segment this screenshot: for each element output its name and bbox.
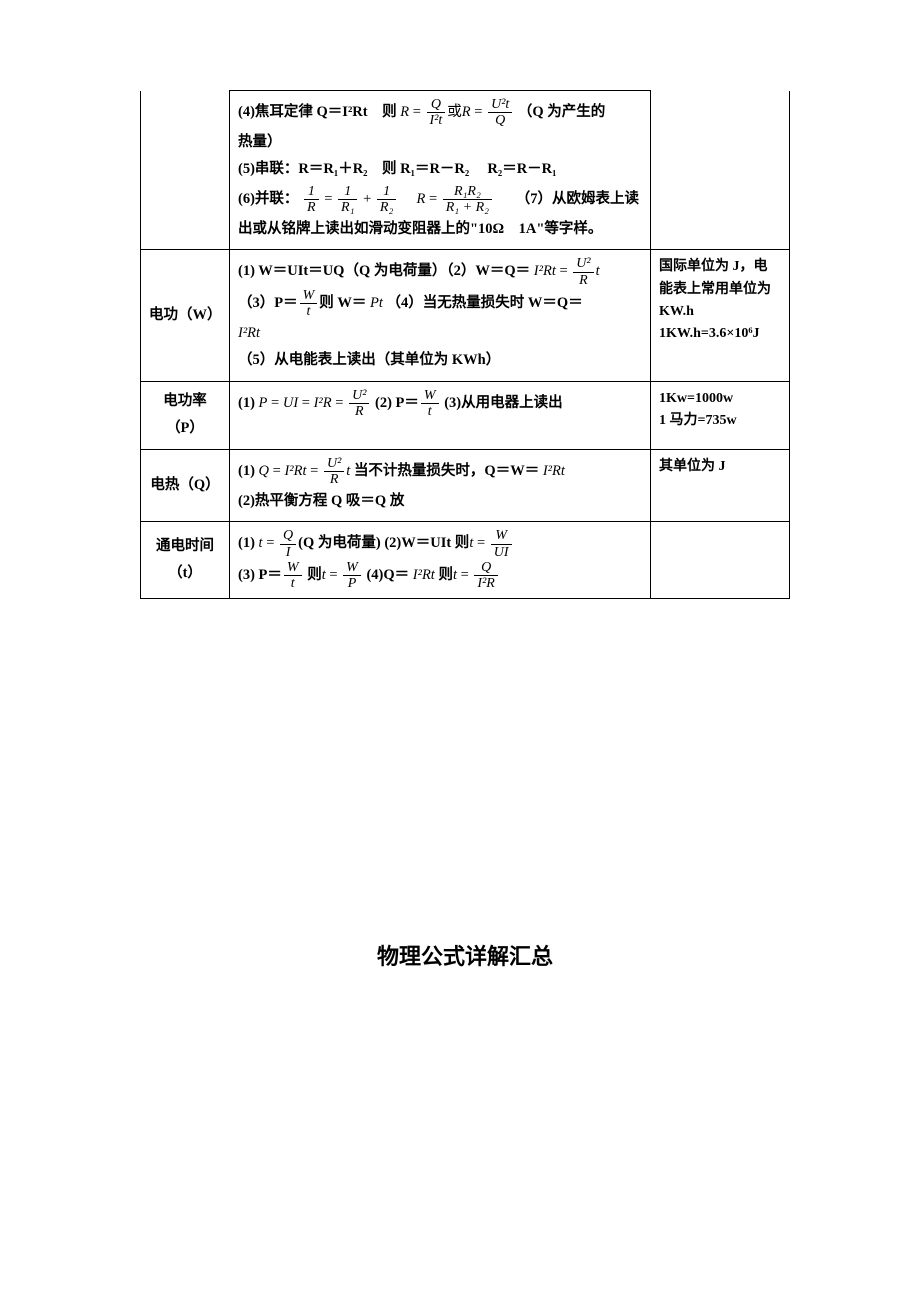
fraction: QI	[280, 528, 296, 560]
table-row: 电热（Q） (1) Q = I²Rt = U²Rt 当不计热量损失时，Q＝W＝ …	[141, 449, 790, 521]
row-formulas: (1) t = QI(Q 为电荷量) (2)W＝UIt 则t = WUI (3)…	[230, 522, 651, 599]
fraction: WP	[343, 560, 361, 592]
fraction: R₁R₂R₁ + R₂	[443, 184, 492, 216]
fraction: QI²t	[427, 97, 446, 129]
fraction: 1R₂	[377, 184, 396, 216]
table-row: (4)焦耳定律 Q＝I²Rt 则 R = QI²t或R = U²tQ （Q 为产…	[141, 91, 790, 250]
fraction: 1R₁	[338, 184, 357, 216]
fraction: U²tQ	[488, 97, 512, 129]
fraction: U²R	[349, 388, 369, 420]
page-title: 物理公式详解汇总	[140, 939, 790, 971]
formula-table: (4)焦耳定律 Q＝I²Rt 则 R = QI²t或R = U²tQ （Q 为产…	[140, 90, 790, 599]
row-label: 通电时间（t）	[141, 522, 230, 599]
fraction: Wt	[421, 388, 439, 420]
row-note	[651, 522, 790, 599]
fraction: WUI	[491, 528, 512, 560]
row-note	[651, 91, 790, 250]
row-formulas: (1) Q = I²Rt = U²Rt 当不计热量损失时，Q＝W＝ I²Rt (…	[230, 449, 651, 521]
fraction: 1R	[304, 184, 319, 216]
fraction: U²R	[573, 256, 593, 288]
fraction: Wt	[284, 560, 302, 592]
row-formulas: (1) P = UI = I²R = U²R (2) P＝Wt (3)从用电器上…	[230, 381, 651, 449]
row-label: 电功（W）	[141, 250, 230, 382]
fraction: Wt	[300, 288, 318, 320]
table-row: 电功（W） (1) W＝UIt＝UQ（Q 为电荷量）（2）W＝Q＝ I²Rt =…	[141, 250, 790, 382]
row-note: 国际单位为 J，电能表上常用单位为 KW.h 1KW.h=3.6×10⁶J	[651, 250, 790, 382]
row-formulas: (1) W＝UIt＝UQ（Q 为电荷量）（2）W＝Q＝ I²Rt = U²Rt …	[230, 250, 651, 382]
row-note: 1Kw=1000w 1 马力=735w	[651, 381, 790, 449]
table-row: 电功率（P） (1) P = UI = I²R = U²R (2) P＝Wt (…	[141, 381, 790, 449]
row-label: 电热（Q）	[141, 449, 230, 521]
row-label	[141, 91, 230, 250]
row-note: 其单位为 J	[651, 449, 790, 521]
formula-text: (4)焦耳定律 Q＝I²Rt 则	[238, 104, 397, 120]
document-page: (4)焦耳定律 Q＝I²Rt 则 R = QI²t或R = U²tQ （Q 为产…	[0, 0, 920, 1031]
fraction: QI²R	[474, 560, 497, 592]
fraction: U²R	[324, 456, 344, 488]
row-label: 电功率（P）	[141, 381, 230, 449]
row-formulas: (4)焦耳定律 Q＝I²Rt 则 R = QI²t或R = U²tQ （Q 为产…	[230, 91, 651, 250]
table-row: 通电时间（t） (1) t = QI(Q 为电荷量) (2)W＝UIt 则t =…	[141, 522, 790, 599]
